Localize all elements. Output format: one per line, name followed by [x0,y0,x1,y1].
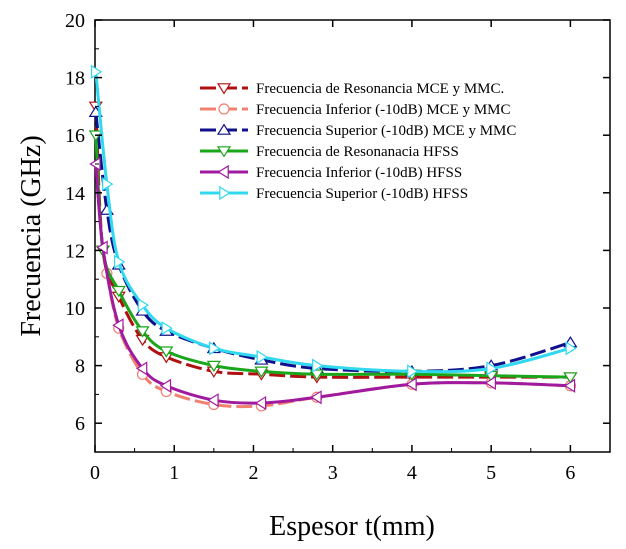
data-point [312,358,324,373]
legend-marker [216,83,232,95]
data-point [209,341,221,356]
x-tick-label: 0 [90,462,100,484]
data-point [111,285,126,298]
legend-item: Frecuencia de Resonanacia HFSS [200,144,459,160]
legend-item: Frecuencia Inferior (-10dB) MCE y MMC [200,102,511,118]
y-tick-label: 8 [75,356,85,378]
data-point [159,378,172,393]
data-point [137,298,150,313]
legend-label: Frecuencia Superior (-10dB) MCE y MMC [256,123,516,139]
data-point [207,393,219,408]
legend-item: Frecuencia Superior (-10dB) HFSS [200,185,468,202]
data-point [90,64,103,79]
legend-item: Frecuencia Superior (-10dB) MCE y MMC [200,123,516,139]
y-tick-label: 20 [65,10,85,32]
legend-label: Frecuencia de Resonancia MCE y MMC. [256,81,504,97]
data-point [254,366,269,378]
series-6 [90,64,577,379]
plot-frame [94,19,611,453]
data-point [112,318,124,333]
legend-marker [219,185,231,201]
data-point [310,390,322,405]
x-tick-label: 2 [248,462,258,484]
x-tick-label: 1 [169,462,179,484]
legend-label: Frecuencia Superior (-10dB) HFSS [256,186,468,202]
x-tick-label: 5 [486,462,496,484]
data-point [254,395,267,411]
legend-marker [216,146,232,158]
legend-marker [217,164,229,180]
x-tick-label: 4 [407,462,417,484]
legend-label: Frecuencia de Resonanacia HFSS [256,144,459,160]
legend-label: Frecuencia Inferior (-10dB) MCE y MMC [256,102,511,118]
data-point [136,361,148,376]
y-axis-title: Frecuencia (GHz) [16,135,47,336]
data-point [407,364,419,379]
data-point [135,326,150,338]
data-point [405,377,417,392]
data-point [486,361,498,376]
data-point [159,346,174,358]
y-tick-label: 18 [65,68,85,90]
legend-label: Frecuencia Inferior (-10dB) HFSS [256,165,462,181]
data-point [563,378,576,393]
y-tick-label: 16 [65,125,85,147]
series-line [105,273,571,409]
data-point [484,375,496,390]
y-tick-label: 6 [75,413,85,435]
legend-marker [218,103,230,115]
legend-item: Frecuencia Inferior (-10dB) HFSS [200,164,462,181]
series-5 [89,156,576,411]
data-point [256,349,268,365]
y-tick-label: 12 [65,240,85,262]
series-layer [88,64,578,412]
legend-marker [216,123,232,135]
data-point [206,360,221,373]
data-point [563,372,578,384]
data-point [161,321,173,336]
data-point [102,177,114,192]
y-tick-label: 14 [65,183,85,205]
data-point [565,341,577,356]
x-tick-label: 3 [328,462,338,484]
data-point [113,254,126,270]
x-tick-label: 6 [565,462,575,484]
x-axis-title: Espesor t(mm) [269,511,435,542]
data-point [309,369,324,381]
legend: Frecuencia de Resonancia MCE y MMC. Frecu… [200,81,516,202]
y-tick-label: 10 [65,298,85,320]
data-point [96,240,108,255]
legend-item: Frecuencia de Resonancia MCE y MMC. [200,81,504,97]
